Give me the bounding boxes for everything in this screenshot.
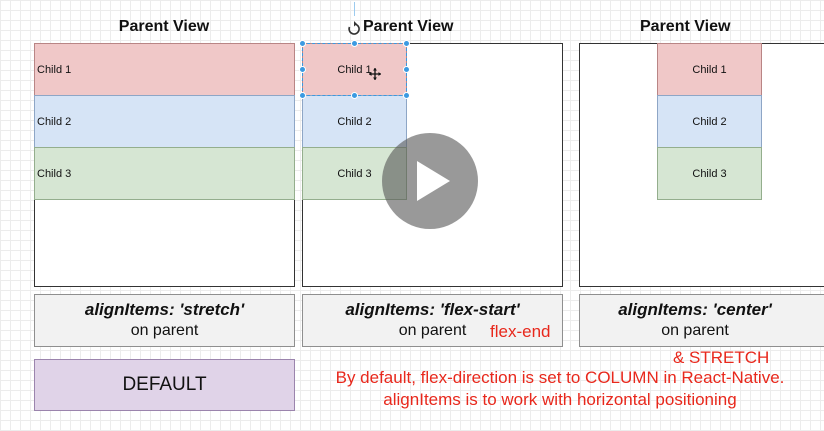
play-icon bbox=[417, 161, 450, 201]
panel-2-child-1[interactable]: Child 1 bbox=[302, 43, 407, 96]
panel-3-title: Parent View bbox=[640, 18, 731, 35]
panel-2-caption-main: alignItems: 'flex-start' bbox=[345, 300, 520, 319]
selection-handle-tm[interactable] bbox=[351, 40, 358, 47]
panel-3-child-2[interactable]: Child 2 bbox=[657, 95, 762, 148]
panel-3-caption-sub: on parent bbox=[661, 322, 729, 339]
note-line-1: By default, flex-direction is set to COL… bbox=[335, 368, 785, 387]
note-line-2: alignItems is to work with horizontal po… bbox=[383, 390, 737, 409]
panel-3-child-2-label: Child 2 bbox=[692, 115, 727, 128]
play-button[interactable] bbox=[382, 133, 478, 229]
panel-2-child-3-label: Child 3 bbox=[337, 167, 372, 180]
default-label: DEFAULT bbox=[122, 374, 207, 395]
panel-3-child-1[interactable]: Child 1 bbox=[657, 43, 762, 96]
panel-3-caption[interactable]: alignItems: 'center' on parent bbox=[579, 294, 824, 347]
panel-1-child-1[interactable]: Child 1 bbox=[34, 43, 295, 96]
panel-1-child-1-label: Child 1 bbox=[37, 63, 72, 76]
panel-2-caption[interactable]: alignItems: 'flex-start' on parent bbox=[302, 294, 563, 347]
rotate-handle-line bbox=[354, 2, 355, 16]
panel-1-child-2[interactable]: Child 2 bbox=[34, 95, 295, 148]
selection-handle-bm[interactable] bbox=[351, 92, 358, 99]
selection-handle-tl[interactable] bbox=[299, 40, 306, 47]
selection-outline bbox=[302, 43, 407, 96]
move-cursor-icon bbox=[369, 67, 381, 80]
panel-1-caption-main: alignItems: 'stretch' bbox=[84, 300, 245, 319]
panel-1-parent-view[interactable]: Child 1 Child 2 Child 3 bbox=[34, 43, 295, 287]
panel-2-caption-sub: on parent bbox=[398, 322, 467, 339]
panel-3-child-1-label: Child 1 bbox=[692, 63, 727, 76]
panel-1-child-3-label: Child 3 bbox=[37, 167, 72, 180]
selection-handle-br[interactable] bbox=[403, 92, 410, 99]
rotate-icon[interactable] bbox=[346, 18, 362, 36]
and-stretch-annotation: & STRETCH bbox=[673, 348, 770, 367]
panel-2-title: Parent View bbox=[363, 18, 454, 35]
panel-1-child-2-label: Child 2 bbox=[37, 115, 72, 128]
panel-3-child-3-label: Child 3 bbox=[692, 167, 727, 180]
panel-1-caption[interactable]: alignItems: 'stretch' on parent bbox=[34, 294, 295, 347]
selection-handle-tr[interactable] bbox=[403, 40, 410, 47]
panel-3-caption-main: alignItems: 'center' bbox=[618, 300, 772, 319]
default-box[interactable]: DEFAULT bbox=[34, 359, 295, 411]
note-text: By default, flex-direction is set to COL… bbox=[296, 367, 824, 411]
selection-handle-bl[interactable] bbox=[299, 92, 306, 99]
selection-handle-mr[interactable] bbox=[403, 66, 410, 73]
panel-2-child-2[interactable]: Child 2 bbox=[302, 95, 407, 148]
panel-2-child-1-label: Child 1 bbox=[337, 63, 372, 76]
panel-1-child-3[interactable]: Child 3 bbox=[34, 147, 295, 200]
panel-1-caption-sub: on parent bbox=[130, 322, 199, 339]
flex-end-annotation: flex-end bbox=[490, 322, 551, 341]
selection-handle-ml[interactable] bbox=[299, 66, 306, 73]
panel-1-title: Parent View bbox=[118, 18, 210, 35]
panel-2-child-2-label: Child 2 bbox=[337, 115, 372, 128]
panel-3-child-3[interactable]: Child 3 bbox=[657, 147, 762, 200]
